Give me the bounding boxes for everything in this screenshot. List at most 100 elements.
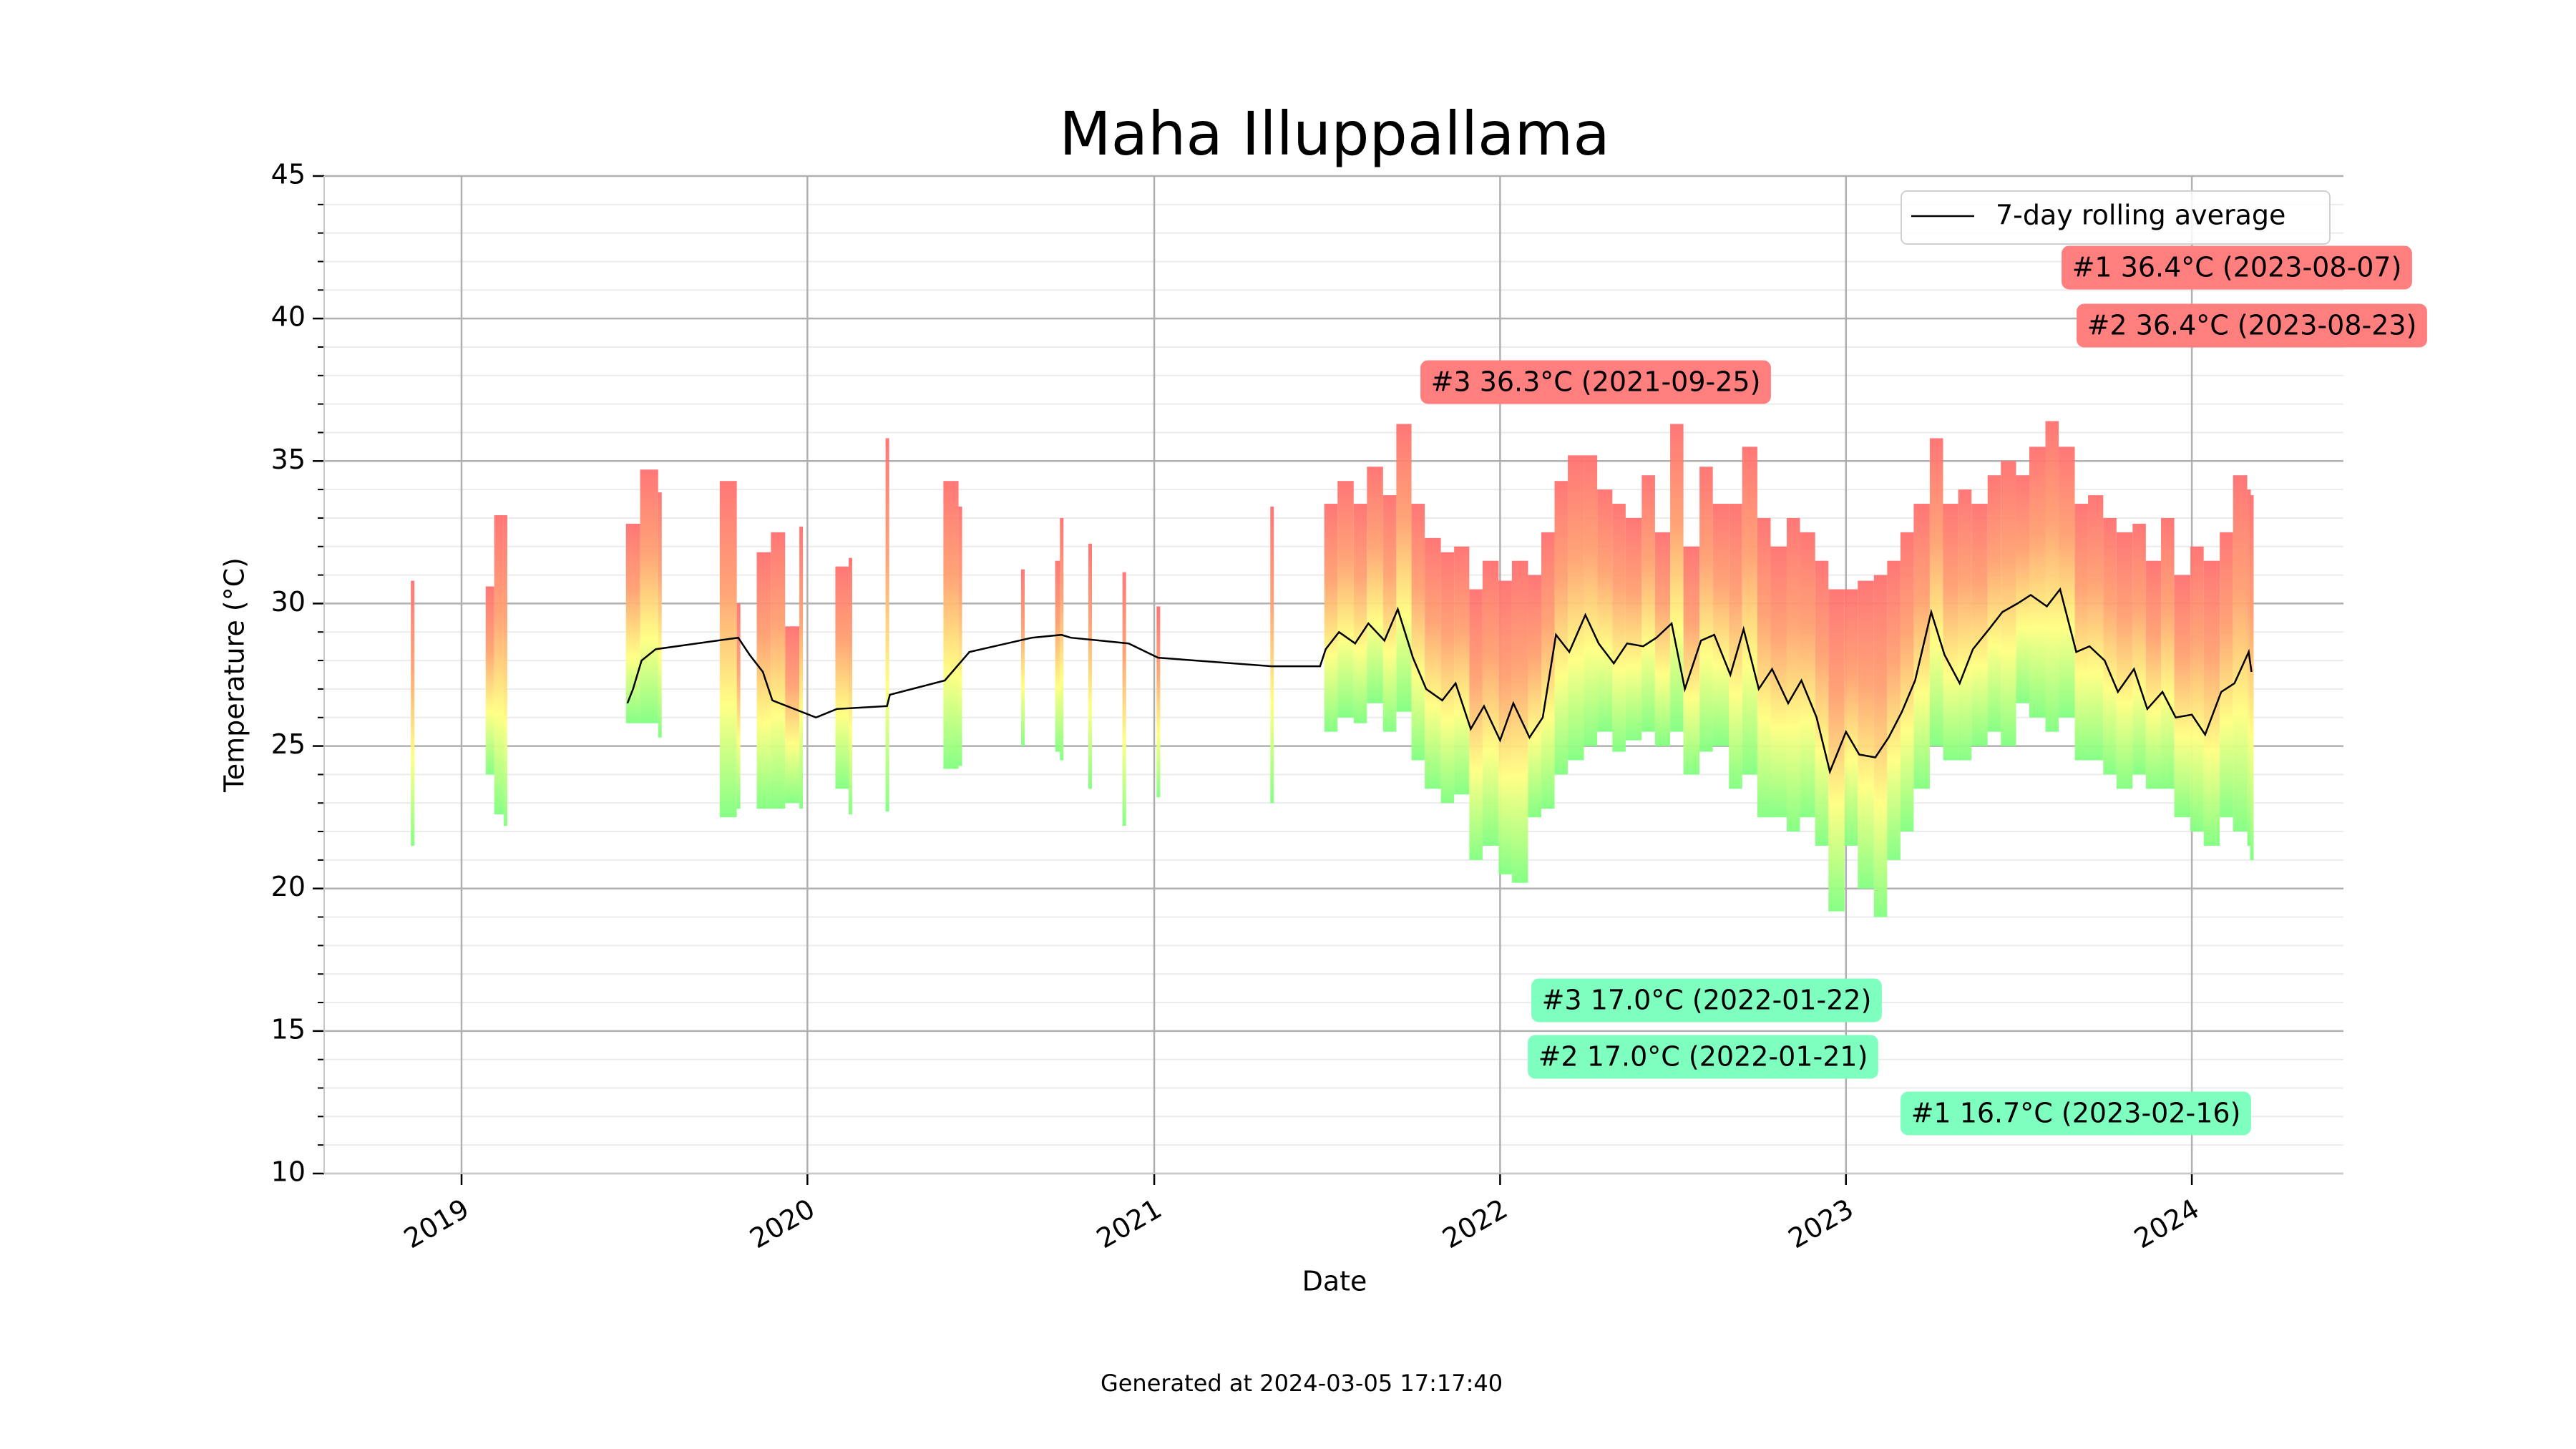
temperature-range-bar [799, 526, 804, 809]
temperature-range-bar [1712, 504, 1729, 746]
temperature-range-bar [1122, 572, 1126, 826]
temperature-range-bar [1554, 481, 1568, 775]
y-tick-label: 45 [271, 159, 306, 190]
temperature-range-bar [1887, 560, 1901, 860]
temperature-range-bar [1324, 504, 1338, 732]
y-tick-label: 20 [271, 871, 306, 902]
temperature-range-bar [1683, 546, 1700, 775]
annotation-text: #1 36.4°C (2023-08-07) [2072, 252, 2402, 283]
x-tick-label: 2022 [1437, 1193, 1513, 1254]
temperature-range-bar [1625, 517, 1642, 741]
temperature-range-bar [1800, 532, 1815, 818]
annotation-text: #3 36.3°C (2021-09-25) [1431, 366, 1761, 398]
temperature-range-bar [1411, 504, 1425, 761]
temperature-range-bar [1511, 560, 1528, 883]
annotation: #3 36.3°C (2021-09-25) [1420, 360, 1771, 404]
temperature-range-bar [1367, 467, 1383, 703]
annotation: #2 17.0°C (2022-01-21) [1528, 1035, 1878, 1079]
temperature-range-bar [1844, 589, 1858, 846]
temperature-range-bar [1858, 580, 1874, 889]
annotation: #1 36.4°C (2023-08-07) [2062, 245, 2412, 290]
temperature-range-bar [1757, 517, 1771, 818]
annotation: #1 16.7°C (2023-02-16) [1901, 1091, 2251, 1136]
annotation-text: #1 16.7°C (2023-02-16) [1911, 1098, 2241, 1129]
temperature-range-bar [2029, 447, 2046, 718]
temperature-range-bar [1425, 537, 1441, 789]
temperature-range-bar [1584, 455, 1598, 746]
rolling-average-line [626, 587, 2253, 775]
temperature-range-bar [848, 557, 852, 815]
legend-label: 7-day rolling average [1996, 200, 2285, 231]
temperature-range-bar [1929, 438, 1943, 746]
temperature-range-bar [658, 492, 662, 738]
temperature-range-bar [756, 552, 771, 809]
temperature-range-bar [1654, 532, 1671, 746]
annotation: #3 17.0°C (2022-01-22) [1531, 978, 1882, 1023]
temperature-range-bar [1597, 489, 1613, 732]
temperature-range-bar [785, 626, 800, 804]
temperature-range-bar [1528, 575, 1541, 818]
y-tick-label: 15 [271, 1013, 306, 1045]
temperature-range-bar [1568, 455, 1584, 761]
annotation-box [2062, 245, 2412, 290]
temperature-range-bar [1541, 532, 1555, 809]
y-axis-label: Temperature (°C) [219, 557, 250, 793]
temperature-range-bar [1156, 606, 1161, 798]
annotation-box [1901, 1091, 2251, 1136]
x-tick-label: 2023 [1783, 1193, 1859, 1254]
temperature-range-bar [1382, 495, 1397, 732]
annotation-box [1531, 978, 1882, 1023]
y-tick-label: 35 [271, 444, 306, 475]
temperature-range-bar [1742, 447, 1757, 775]
temperature-range-bar [719, 481, 737, 818]
y-tick-label: 30 [271, 586, 306, 618]
temperature-range-bar [2132, 523, 2146, 775]
temperature-range-bar [2250, 495, 2254, 860]
x-tick-label: 2024 [2129, 1193, 2205, 1254]
temperature-range-bar [835, 566, 849, 789]
temperature-range-bar [2103, 517, 2117, 775]
temperature-range-bar [2247, 489, 2251, 846]
temperature-range-bar [1353, 504, 1367, 723]
temperature-range-bar [2059, 447, 2075, 718]
temperature-range-bar [1987, 475, 2001, 732]
temperature-range-bar [1055, 560, 1060, 752]
temperature-range-bar [2174, 575, 2191, 818]
temperature-range-bar [2116, 532, 2133, 789]
temperature-range-bar [1469, 589, 1483, 860]
annotation-text: #2 17.0°C (2022-01-21) [1538, 1041, 1868, 1073]
temperature-range-bar [958, 507, 962, 766]
temperature-range-bar [736, 603, 741, 809]
temperature-range-bar [1913, 504, 1930, 789]
temperature-range-bar [1943, 504, 1958, 761]
temperature-range-bar [1088, 543, 1093, 789]
temperature-range-bar [625, 523, 640, 723]
temperature-range-bar [485, 586, 494, 775]
temperature-range-bar [1729, 504, 1742, 789]
annotation-text: #3 17.0°C (2022-01-22) [1542, 985, 1872, 1016]
temperature-range-bar [2190, 546, 2204, 832]
temperature-range-bar [1270, 507, 1274, 804]
temperature-range-bar [1454, 546, 1470, 795]
temperature-range-bar [1612, 504, 1626, 752]
temperature-range-bar [494, 514, 504, 815]
temperature-range-bar [640, 469, 658, 723]
y-tick-label: 10 [271, 1156, 306, 1188]
temperature-range-bar [2145, 560, 2162, 789]
temperature-range-bar [1670, 424, 1684, 732]
temperature-range-bar [1786, 517, 1800, 832]
temperature-range-bar [1971, 504, 1988, 746]
x-tick-label: 2021 [1091, 1193, 1167, 1254]
temperature-range-bar [1873, 575, 1888, 917]
temperature-range-bar [2203, 560, 2220, 846]
y-tick-label: 40 [271, 301, 306, 333]
temperature-range-bar [1060, 517, 1064, 761]
temperature-range-bar [2161, 517, 2175, 789]
temperature-range-bar [1396, 424, 1412, 712]
legend: 7-day rolling average [1901, 190, 2331, 245]
legend-frame [1901, 190, 2331, 245]
x-axis-label: Date [1302, 1266, 1367, 1297]
temperature-range-bar [2074, 504, 2089, 761]
temperature-range-bar [2045, 421, 2059, 732]
